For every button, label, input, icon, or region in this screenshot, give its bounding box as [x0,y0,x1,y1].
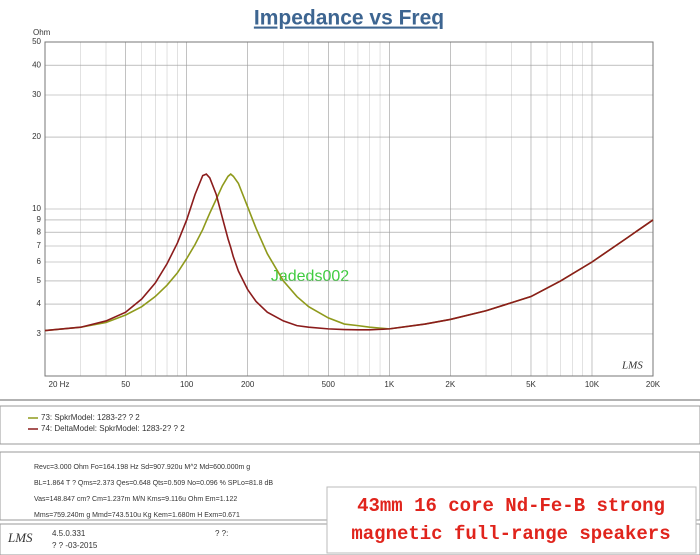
y-tick-label: 3 [37,329,42,338]
x-tick-label: 20K [646,380,661,389]
footer-version: 4.5.0.331 [52,529,86,538]
parameter-line: BL=1.864 T ? Qms=2.373 Qes=0.648 Qts=0.5… [34,480,273,487]
x-tick-label: 2K [445,380,455,389]
x-tick-label: 200 [241,380,255,389]
caption: magnetic full-range speakers [351,523,670,545]
parameter-line: Revc=3.000 Ohm Fo=164.198 Hz Sd=907.920u… [34,464,250,471]
watermark: Jadeds002 [271,268,349,285]
x-tick-label: 1K [384,380,394,389]
y-tick-label: 20 [32,132,41,141]
y-tick-label: 10 [32,204,41,213]
y-tick-label: 4 [37,299,42,308]
logo: LMS [621,360,643,372]
footer-time: ? ?: [215,529,228,538]
y-tick-label: 7 [37,241,42,250]
y-tick-label: 50 [32,37,41,46]
footer-date: ? ? -03-2015 [52,541,98,550]
y-tick-label: 30 [32,90,41,99]
chart-title: Impedance vs Freq [254,7,444,30]
parameter-line: Mms=759.240m g Mmd=743.510u Kg Kem=1.680… [34,512,240,519]
x-tick-label: 10K [585,380,600,389]
plot-frame [44,41,654,377]
y-axis-label: Ohm [33,28,51,37]
caption: 43mm 16 core Nd-Fe-B strong [357,495,665,517]
x-tick-label: 5K [526,380,536,389]
y-tick-label: 6 [37,257,42,266]
series-line [44,173,654,332]
footer-logo: LMS [7,530,33,545]
y-tick-label: 5 [37,276,42,285]
y-tick-label: 9 [37,215,42,224]
legend-label: 74: DeltaModel: SpkrModel: 1283-2? ? 2 [41,424,185,433]
x-tick-label: 20 Hz [49,380,70,389]
y-tick-label: 40 [32,60,41,69]
parameter-line: Vas=148.847 cm? Cm=1.237m M/N Kms=9.116u… [34,496,237,503]
legend-label: 73: SpkrModel: 1283-2? ? 2 [41,413,140,422]
y-tick-label: 8 [37,227,42,236]
legend-panel [0,405,700,445]
x-tick-label: 100 [180,380,194,389]
chart-panel [0,0,700,400]
x-tick-label: 500 [322,380,336,389]
caption-box [326,486,697,554]
parameters: Revc=3.000 Ohm Fo=164.198 Hz Sd=907.920u… [34,464,273,519]
x-tick-label: 50 [121,380,130,389]
